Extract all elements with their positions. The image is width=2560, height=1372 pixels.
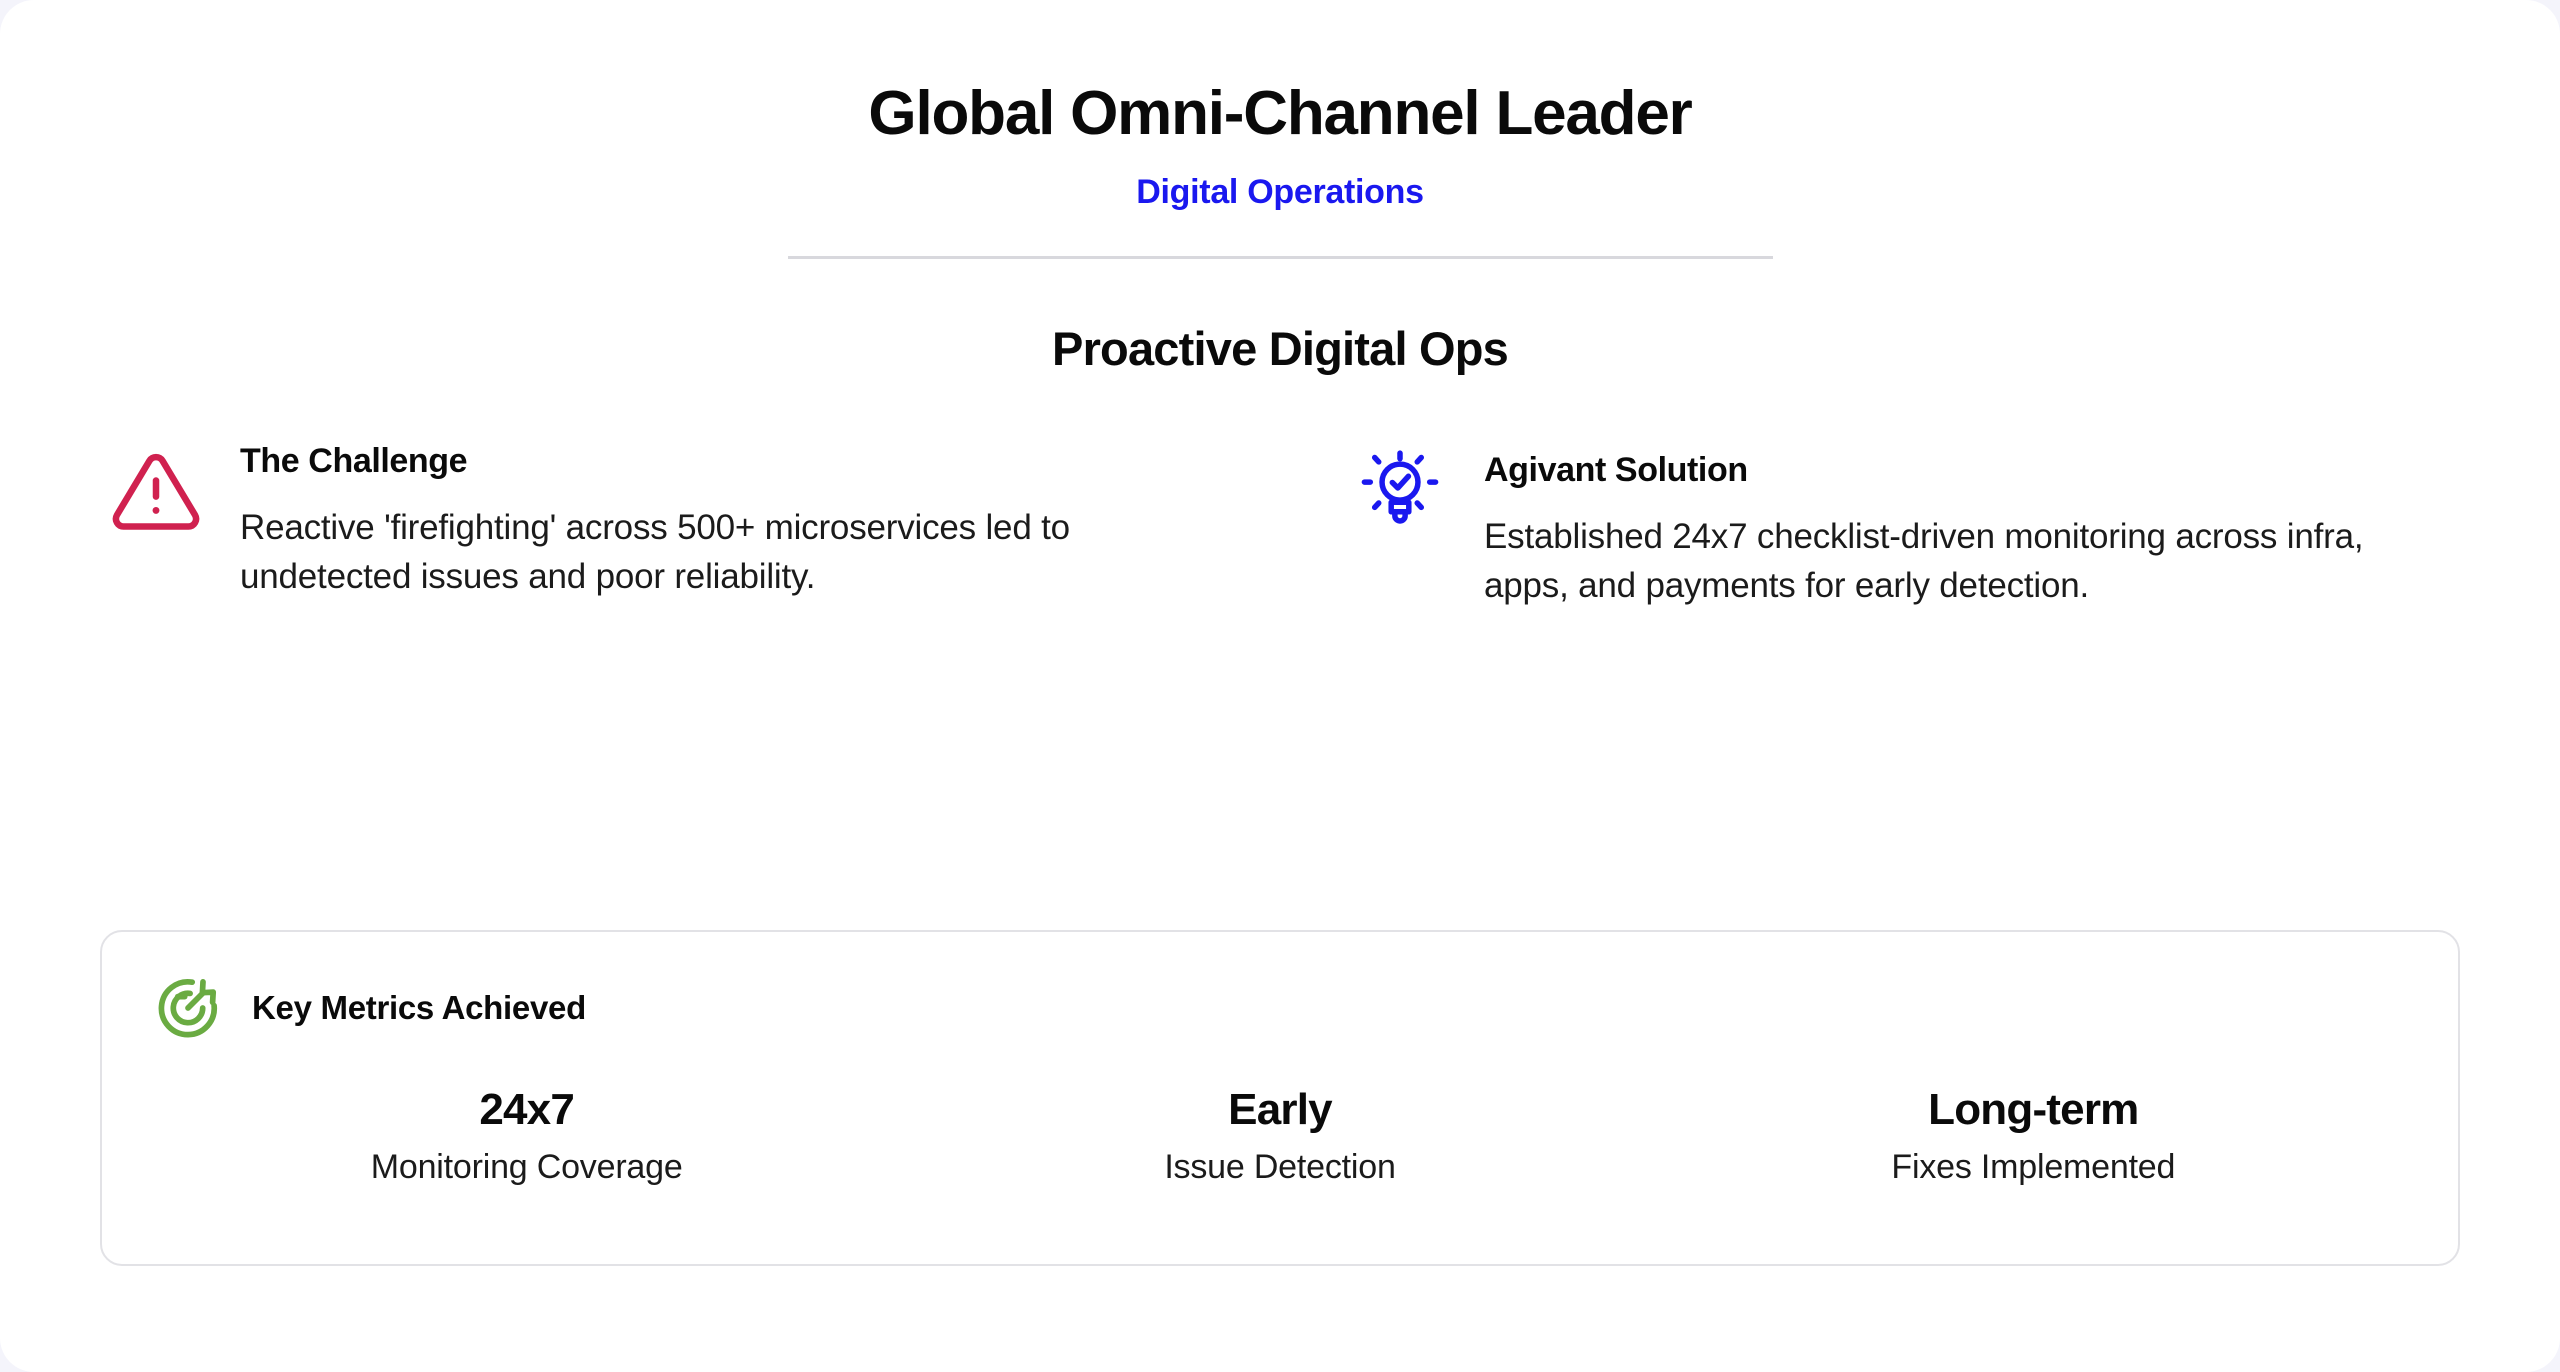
key-metrics-header: Key Metrics Achieved	[150, 970, 2410, 1046]
metric-value: 24x7	[479, 1085, 574, 1134]
metric-label: Monitoring Coverage	[370, 1147, 683, 1186]
header-divider-wrap	[0, 255, 2560, 259]
metric-value: Long-term	[1928, 1085, 2139, 1134]
content-columns: The Challenge Reactive 'firefighting' ac…	[0, 442, 2560, 611]
page-title: Global Omni-Channel Leader	[868, 79, 1692, 148]
challenge-heading: The Challenge	[240, 441, 468, 480]
challenge-text: Reactive 'firefighting' across 500+ micr…	[240, 507, 1070, 597]
key-metrics-title: Key Metrics Achieved	[252, 989, 586, 1026]
challenge-body: The Challenge Reactive 'firefighting' ac…	[240, 442, 1212, 602]
solution-text: Established 24x7 checklist-driven monito…	[1484, 516, 2364, 606]
header-divider	[787, 255, 1773, 259]
warning-triangle-icon	[108, 442, 204, 542]
metric-item: Long-term Fixes Implemented	[1657, 1084, 2410, 1188]
solution-body: Agivant Solution Established 24x7 checkl…	[1484, 442, 2456, 611]
lightbulb-check-icon	[1352, 442, 1448, 544]
metric-item: Early Issue Detection	[903, 1084, 1656, 1188]
section-title: Proactive Digital Ops	[1052, 321, 1509, 375]
slide-header: Global Omni-Channel Leader Digital Opera…	[0, 0, 2560, 259]
challenge-column: The Challenge Reactive 'firefighting' ac…	[108, 442, 1212, 611]
metric-value: Early	[1228, 1085, 1332, 1134]
metric-item: 24x7 Monitoring Coverage	[150, 1084, 903, 1188]
target-arrow-icon	[150, 970, 226, 1046]
metrics-row: 24x7 Monitoring Coverage Early Issue Det…	[150, 1084, 2410, 1188]
page-subtitle: Digital Operations	[1136, 173, 1424, 212]
key-metrics-card: Key Metrics Achieved 24x7 Monitoring Cov…	[100, 930, 2460, 1266]
solution-column: Agivant Solution Established 24x7 checkl…	[1352, 442, 2456, 611]
solution-heading: Agivant Solution	[1484, 450, 1748, 489]
metric-label: Issue Detection	[1164, 1147, 1396, 1186]
metric-label: Fixes Implemented	[1891, 1147, 2176, 1186]
